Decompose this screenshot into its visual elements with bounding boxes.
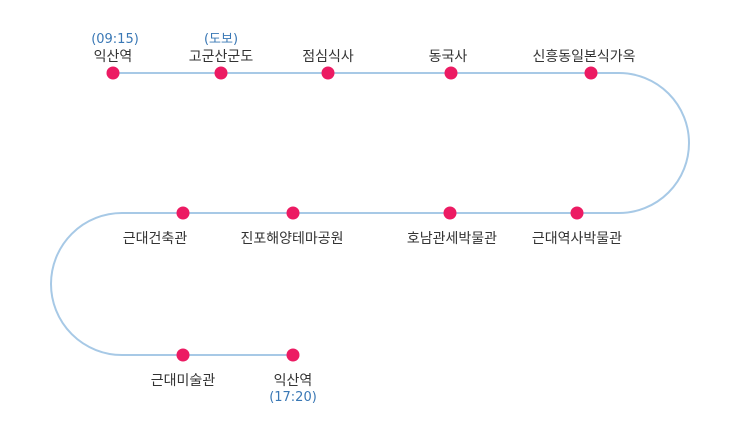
route-line <box>50 72 690 356</box>
stop-label: 진포해양테마공원 <box>240 231 343 247</box>
stop-time-note: (09:15) <box>91 32 139 47</box>
stop-dot <box>443 206 457 220</box>
stop-label: 익산역 <box>94 49 133 65</box>
stop-dot <box>321 66 335 80</box>
stop-label: 익산역 <box>274 373 313 389</box>
stop-label: 점심식사 <box>302 49 354 65</box>
stop-label: 호남관세박물관 <box>407 231 497 247</box>
stop-dot <box>286 206 300 220</box>
stop-dot <box>584 66 598 80</box>
stop-label: 근대역사박물관 <box>532 231 622 247</box>
stop-9: 근대미술관 <box>151 348 216 389</box>
stop-3: 동국사 <box>429 49 468 80</box>
stop-dot <box>444 66 458 80</box>
stop-label: 근대미술관 <box>151 373 216 389</box>
stop-dot <box>176 206 190 220</box>
stop-dot <box>214 66 228 80</box>
stop-5: 근대역사박물관 <box>532 206 622 247</box>
stop-label: 근대건축관 <box>123 231 188 247</box>
stop-dot <box>176 348 190 362</box>
stop-8: 근대건축관 <box>123 206 190 247</box>
stop-dot <box>106 66 120 80</box>
stop-label: 신흥동일본식가옥 <box>532 49 635 65</box>
stop-dot <box>570 206 584 220</box>
stop-2: 점심식사 <box>302 49 354 80</box>
stop-6: 호남관세박물관 <box>407 206 497 247</box>
stop-transport-note: (도보) <box>204 32 238 47</box>
stop-0: (09:15) 익산역 <box>91 32 139 80</box>
stop-dot <box>286 348 300 362</box>
stop-label: 고군산군도 <box>189 49 254 65</box>
stop-7: 진포해양테마공원 <box>240 206 344 247</box>
stop-4: 신흥동일본식가옥 <box>532 49 636 80</box>
stop-time-note: (17:20) <box>269 390 317 405</box>
stop-label: 동국사 <box>429 49 468 65</box>
stop-1: (도보) 고군산군도 <box>189 32 254 80</box>
stop-10: 익산역 (17:20) <box>269 348 317 405</box>
